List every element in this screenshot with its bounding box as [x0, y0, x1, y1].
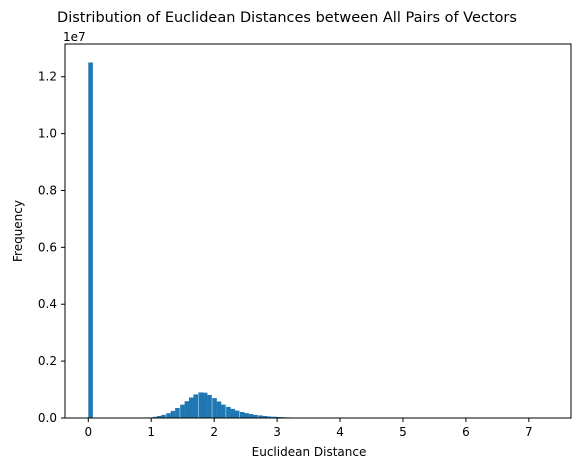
histogram-bar — [193, 394, 198, 418]
y-tick-label: 0.2 — [38, 354, 57, 368]
histogram-bar — [166, 413, 171, 418]
y-offset-label: 1e7 — [63, 30, 86, 44]
y-axis-ticks: 0.0 0.2 0.4 0.6 0.8 1.0 1.2 — [38, 70, 65, 425]
y-tick-label: 0.8 — [38, 183, 57, 197]
x-axis-label: Euclidean Distance — [252, 445, 367, 459]
x-tick-label: 3 — [273, 425, 281, 439]
y-tick-label: 0.4 — [38, 297, 57, 311]
histogram-bar — [239, 412, 245, 418]
histogram-bar — [267, 416, 272, 418]
x-tick-label: 5 — [399, 425, 407, 439]
histogram-bar — [262, 416, 268, 418]
x-tick-label: 1 — [147, 425, 155, 439]
histogram-bar — [221, 404, 226, 418]
histogram-bar — [248, 414, 254, 418]
histogram-bar — [272, 416, 277, 418]
histogram-bar — [258, 415, 263, 418]
x-tick-label: 2 — [210, 425, 218, 439]
y-tick-label: 0.6 — [38, 240, 57, 254]
histogram-bar — [207, 394, 212, 418]
histogram-bar — [184, 401, 190, 418]
x-axis-ticks: 0 1 2 3 4 5 6 7 — [84, 418, 533, 439]
x-tick-label: 4 — [336, 425, 344, 439]
histogram-bar — [175, 408, 180, 418]
histogram-bar — [88, 62, 93, 419]
y-tick-label: 0.0 — [38, 411, 57, 425]
y-axis-label: Frequency — [11, 200, 25, 262]
histogram-bar — [170, 410, 176, 418]
histogram-bars — [88, 62, 341, 419]
y-tick-label: 1.2 — [38, 70, 57, 84]
chart-title: Distribution of Euclidean Distances betw… — [57, 10, 517, 26]
plot-frame — [64, 43, 572, 419]
y-tick-label: 1.0 — [38, 127, 57, 141]
histogram-bar — [230, 408, 236, 418]
histogram-bar — [156, 416, 162, 418]
histogram-bar — [216, 401, 222, 418]
histogram-bar — [161, 414, 166, 418]
histogram-bar — [226, 406, 231, 418]
histogram-bar — [180, 404, 185, 418]
histogram-bar — [234, 410, 240, 418]
histogram-bar — [152, 416, 158, 418]
histogram-bar — [244, 413, 249, 418]
histogram-bar — [188, 397, 194, 418]
histogram-bar — [198, 392, 204, 418]
x-tick-label: 0 — [84, 425, 92, 439]
x-tick-label: 6 — [462, 425, 470, 439]
histogram-bar — [212, 398, 217, 418]
x-tick-label: 7 — [525, 425, 533, 439]
histogram-bar — [253, 414, 258, 418]
histogram-bar — [202, 392, 208, 418]
